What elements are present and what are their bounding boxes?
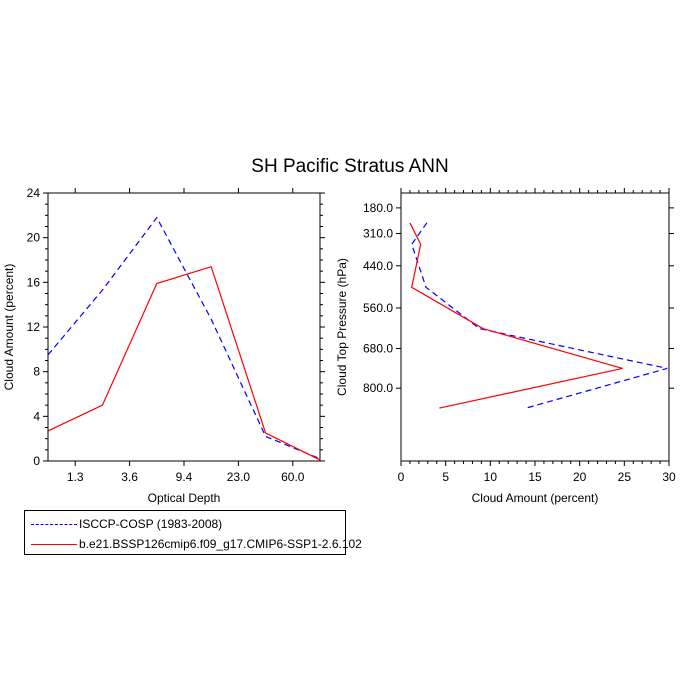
right-x-tick-label: 25 — [618, 470, 632, 484]
left-series-line-isccp — [47, 216, 321, 460]
right-x-tick-label: 20 — [573, 470, 587, 484]
right-x-tick-label: 30 — [662, 470, 676, 484]
legend-swatch-isccp — [31, 524, 77, 525]
left-axis-ticks: 0 4 8 12 16 20 24 1.3 3.6 9.4 23.0 60.0 — [27, 186, 325, 484]
right-y-tick-label: 180.0 — [363, 201, 393, 215]
legend-swatch-model — [31, 544, 77, 545]
right-series-group — [409, 222, 668, 409]
right-axis-ticks: 0 5 10 15 20 25 30 180.0 310.0 440.0 560.0 680.0 800… — [363, 188, 676, 484]
right-x-tick-label: 0 — [398, 470, 405, 484]
left-panel: 0 4 8 12 16 20 24 1.3 3.6 9.4 23.0 60.0 Optical Dep… — [2, 186, 325, 505]
legend-label-isccp: ISCCP-COSP (1983-2008) — [79, 517, 223, 531]
legend-label-model: b.e21.BSSP126cmip6.f09_g17.CMIP6-SSP1-2.… — [79, 537, 362, 551]
left-x-tick-label: 23.0 — [227, 470, 251, 484]
left-series-line-model — [47, 265, 321, 461]
right-y-tick-label: 680.0 — [363, 342, 393, 356]
right-y-tick-label: 560.0 — [363, 301, 393, 315]
left-y-tick-label: 0 — [33, 454, 40, 468]
left-y-tick-label: 8 — [33, 365, 40, 379]
left-x-tick-label: 60.0 — [281, 470, 305, 484]
right-y-tick-label: 310.0 — [363, 227, 393, 241]
right-y-axis-label: Cloud Top Pressure (hPa) — [335, 258, 349, 396]
left-y-axis-label: Cloud Amount (percent) — [2, 264, 16, 391]
chart-title: SH Pacific Stratus ANN — [251, 156, 448, 177]
right-y-tick-label: 800.0 — [363, 381, 393, 395]
left-plot-frame — [47, 192, 321, 462]
left-y-tick-label: 4 — [33, 409, 40, 423]
left-series-group — [47, 216, 321, 461]
right-panel: 0 5 10 15 20 25 30 180.0 310.0 440.0 560.0 680.0 800… — [335, 188, 676, 505]
legend: ISCCP-COSP (1983-2008) b.e21.BSSP126cmip… — [24, 510, 362, 555]
legend-item-model: b.e21.BSSP126cmip6.f09_g17.CMIP6-SSP1-2.… — [25, 535, 362, 555]
left-x-axis-label: Optical Depth — [148, 491, 221, 505]
right-y-tick-label: 440.0 — [363, 259, 393, 273]
right-x-axis-label: Cloud Amount (percent) — [472, 491, 599, 505]
left-x-tick-label: 1.3 — [67, 470, 84, 484]
legend-item-isccp: ISCCP-COSP (1983-2008) — [25, 515, 345, 535]
left-y-tick-label: 24 — [27, 186, 41, 200]
left-x-tick-label: 3.6 — [121, 470, 138, 484]
right-x-tick-label: 10 — [484, 470, 498, 484]
right-x-tick-label: 15 — [528, 470, 542, 484]
left-y-tick-label: 20 — [27, 231, 41, 245]
right-x-tick-label: 5 — [442, 470, 449, 484]
left-y-tick-label: 16 — [27, 275, 41, 289]
right-plot-frame — [400, 192, 670, 462]
left-x-tick-label: 9.4 — [176, 470, 193, 484]
right-series-line-isccp — [411, 222, 668, 409]
left-y-tick-label: 12 — [27, 320, 41, 334]
right-series-line-model — [409, 222, 623, 409]
